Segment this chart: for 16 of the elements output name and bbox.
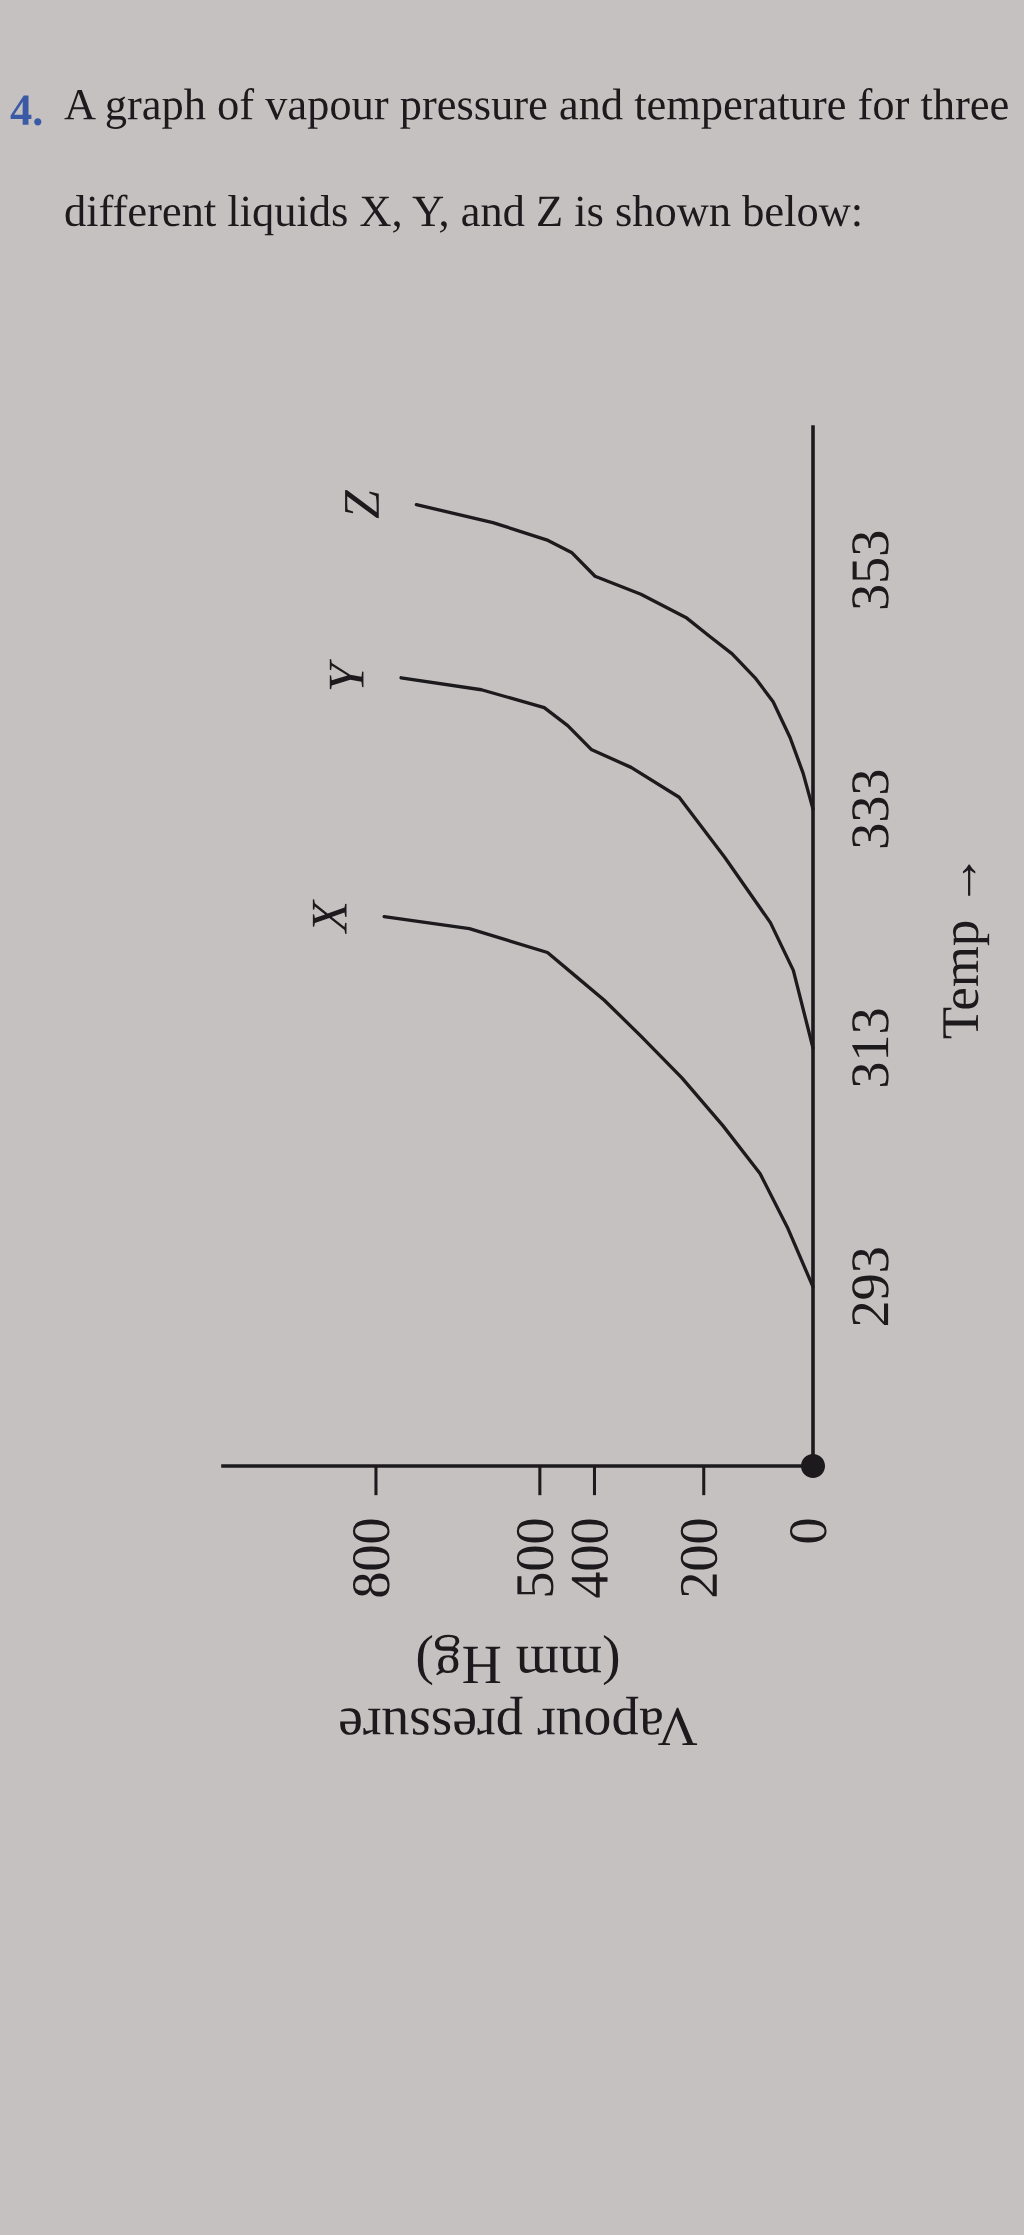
x-tick-label: 800: [352, 1519, 390, 1597]
y-tick-label: 293: [852, 1248, 889, 1326]
chart-title: A graph of vapour pressure and temperature for three different liquids X, Y, and Z is shown below:: [64, 88, 1008, 236]
y-axis-title: Temp →: [943, 864, 990, 1039]
y-tick-label: 333: [852, 770, 889, 848]
x-tick-label: 500: [516, 1519, 554, 1596]
x-tick-label: 0: [790, 1519, 827, 1543]
text: X: [312, 899, 347, 935]
x-axis-title: Vapour pressure (mm Hg): [340, 1634, 698, 1746]
y-tick-label: 313: [852, 1009, 889, 1087]
x-tick-label: 200: [680, 1519, 718, 1597]
text: Z: [345, 489, 379, 519]
text: 4.: [10, 95, 42, 126]
text: Y: [329, 658, 364, 690]
y-tick-label: 353: [852, 531, 889, 609]
x-tick-label: 400: [571, 1519, 609, 1598]
